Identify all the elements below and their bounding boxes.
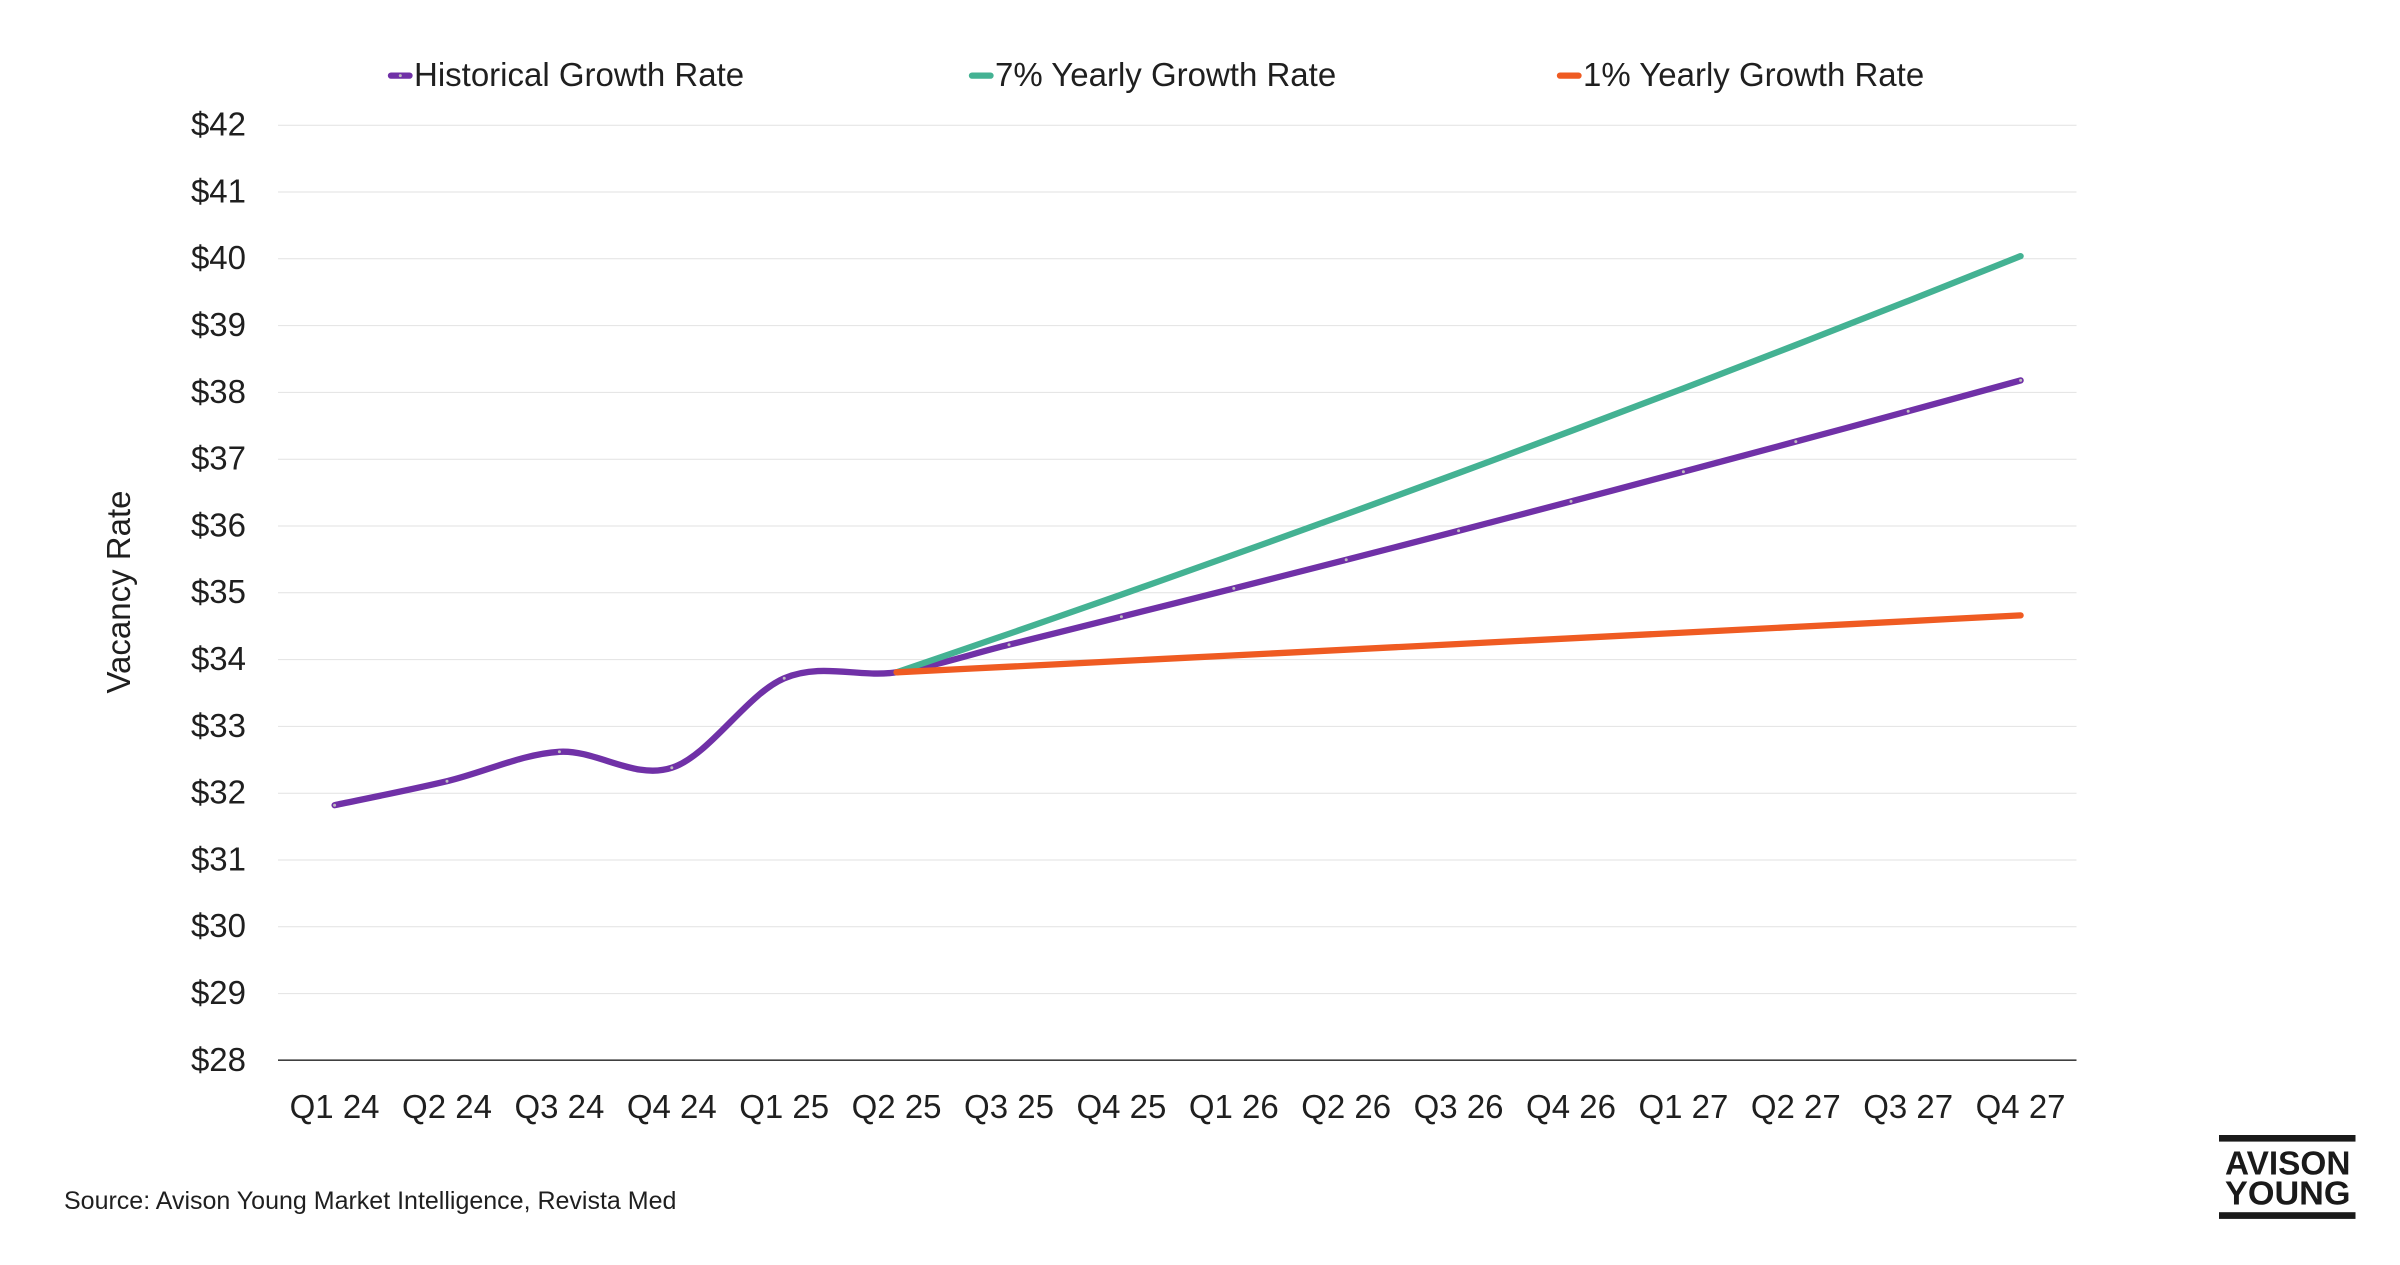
- svg-text:$37: $37: [191, 440, 246, 477]
- svg-text:Q3 27: Q3 27: [1863, 1088, 1953, 1125]
- svg-text:Source: Avison Young Market In: Source: Avison Young Market Intelligence…: [64, 1187, 676, 1215]
- svg-text:Vacancy Rate: Vacancy Rate: [100, 491, 137, 694]
- svg-text:$39: $39: [191, 306, 246, 343]
- svg-text:$38: $38: [191, 373, 246, 410]
- svg-text:AVISON: AVISON: [2225, 1144, 2351, 1181]
- svg-text:7% Yearly Growth Rate: 7% Yearly Growth Rate: [995, 56, 1336, 93]
- svg-text:Q2 27: Q2 27: [1751, 1088, 1841, 1125]
- svg-text:$35: $35: [191, 573, 246, 610]
- svg-text:$28: $28: [191, 1041, 246, 1078]
- svg-text:$31: $31: [191, 840, 246, 877]
- svg-text:$34: $34: [191, 640, 246, 677]
- svg-text:Q2 25: Q2 25: [852, 1088, 942, 1125]
- svg-text:$30: $30: [191, 907, 246, 944]
- svg-text:Q3 25: Q3 25: [964, 1088, 1054, 1125]
- svg-text:Q3 24: Q3 24: [514, 1088, 604, 1125]
- svg-text:Historical Growth Rate: Historical Growth Rate: [414, 56, 744, 93]
- svg-text:$33: $33: [191, 707, 246, 744]
- svg-text:Q1 25: Q1 25: [739, 1088, 829, 1125]
- svg-text:Q4 24: Q4 24: [627, 1088, 717, 1125]
- svg-text:1% Yearly Growth Rate: 1% Yearly Growth Rate: [1583, 56, 1924, 93]
- svg-text:Q1 24: Q1 24: [290, 1088, 380, 1125]
- svg-text:$29: $29: [191, 974, 246, 1011]
- svg-text:$36: $36: [191, 506, 246, 543]
- svg-text:$40: $40: [191, 239, 246, 276]
- svg-text:Q3 26: Q3 26: [1414, 1088, 1504, 1125]
- svg-text:YOUNG: YOUNG: [2225, 1174, 2351, 1211]
- svg-text:$32: $32: [191, 774, 246, 811]
- svg-text:Q4 27: Q4 27: [1976, 1088, 2066, 1125]
- svg-text:Q1 26: Q1 26: [1189, 1088, 1279, 1125]
- svg-text:Q2 24: Q2 24: [402, 1088, 492, 1125]
- svg-text:$41: $41: [191, 172, 246, 209]
- svg-text:Q1 27: Q1 27: [1638, 1088, 1728, 1125]
- svg-text:Q4 25: Q4 25: [1076, 1088, 1166, 1125]
- svg-text:$42: $42: [191, 106, 246, 143]
- svg-text:Q2 26: Q2 26: [1301, 1088, 1391, 1125]
- svg-text:Q4 26: Q4 26: [1526, 1088, 1616, 1125]
